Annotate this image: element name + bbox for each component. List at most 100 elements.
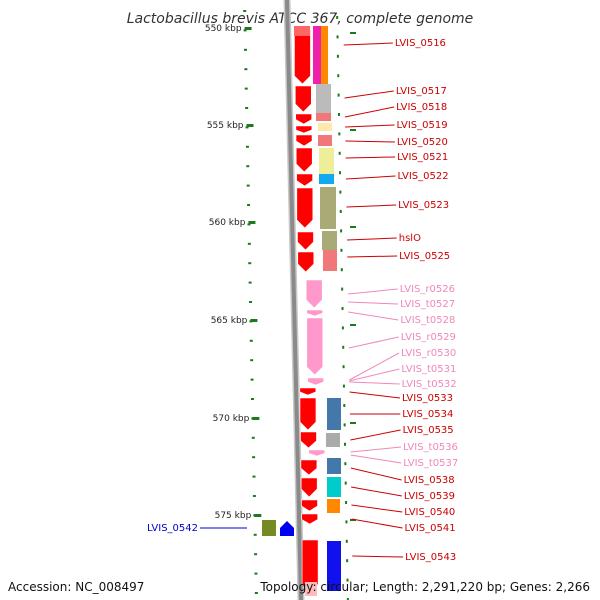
protein-gene-arrow[interactable] <box>297 231 314 251</box>
gene-label[interactable]: LVIS_t0537 <box>403 458 458 469</box>
gene-label[interactable]: LVIS_r0526 <box>400 284 455 295</box>
gene-label[interactable]: LVIS_0519 <box>397 120 448 131</box>
minor-tick <box>250 398 254 400</box>
protein-gene-arrow[interactable] <box>295 113 313 125</box>
minor-tick <box>346 578 349 582</box>
gene-label[interactable]: LVIS_0522 <box>398 171 449 182</box>
gene-label[interactable]: LVIS_t0531 <box>401 364 456 375</box>
gene-label[interactable]: LVIS_0520 <box>397 137 448 148</box>
callout-line <box>352 555 404 558</box>
cog-block <box>319 148 334 174</box>
gene-label[interactable]: LVIS_0539 <box>404 491 455 502</box>
gene-label[interactable]: LVIS_0523 <box>398 200 449 211</box>
protein-gene-arrow[interactable] <box>300 431 317 449</box>
gene-label[interactable]: LVIS_0543 <box>405 552 456 563</box>
protein-gene-arrow[interactable] <box>296 187 314 229</box>
protein-gene-arrow[interactable] <box>296 173 313 187</box>
minor-tick <box>343 423 346 427</box>
gene-label[interactable]: LVIS_0538 <box>404 475 455 486</box>
gene-callouts[interactable]: LVIS_0516 LVIS_0517 LVIS_0518 LVIS_0519 LVIS… <box>147 38 458 563</box>
callout-line <box>349 381 400 385</box>
minor-tick <box>249 301 253 303</box>
callout-line <box>345 156 396 159</box>
cog-block <box>327 541 341 591</box>
gene-label[interactable]: LVIS_t0536 <box>403 442 458 453</box>
rna-gene-arrow[interactable] <box>308 449 326 457</box>
protein-gene-arrow[interactable] <box>294 29 311 85</box>
left-gene-arrow[interactable] <box>280 521 294 536</box>
gene-highlight <box>294 26 310 36</box>
major-tick <box>254 514 262 517</box>
gene-label[interactable]: LVIS_0516 <box>395 38 446 49</box>
protein-gene-arrow[interactable] <box>294 85 312 113</box>
gene-label[interactable]: hslO <box>399 233 421 244</box>
gene-label[interactable]: LVIS_0517 <box>396 86 447 97</box>
cog-block <box>318 135 332 146</box>
gene-label[interactable]: LVIS_r0529 <box>401 332 456 343</box>
callout-line <box>344 106 395 118</box>
protein-gene-arrow[interactable] <box>295 147 313 173</box>
gene-label[interactable]: LVIS_t0532 <box>402 379 457 390</box>
minor-tick <box>251 436 255 439</box>
minor-tick <box>340 229 343 233</box>
gene-label[interactable]: LVIS_t0527 <box>400 299 455 310</box>
callout-line <box>345 140 395 143</box>
gene-label[interactable]: LVIS_0534 <box>402 409 453 420</box>
minor-tick <box>245 107 249 109</box>
minor-tick <box>339 171 342 175</box>
minor-tick <box>339 190 342 194</box>
minor-tick <box>250 359 254 362</box>
protein-gene-arrow[interactable] <box>300 477 318 498</box>
minor-tick <box>252 456 256 459</box>
minor-tick <box>342 365 345 369</box>
major-tick-right <box>350 324 356 326</box>
minor-tick <box>247 223 251 226</box>
minor-tick <box>248 281 252 284</box>
protein-gene-arrow[interactable] <box>301 499 318 512</box>
protein-gene-arrow[interactable] <box>295 134 313 147</box>
gene-label[interactable]: LVIS_0533 <box>402 393 453 404</box>
protein-gene-arrow[interactable] <box>297 251 315 273</box>
minor-tick <box>336 35 339 39</box>
minor-tick <box>342 384 345 388</box>
protein-gene-arrow[interactable] <box>301 513 319 525</box>
gene-label[interactable]: LVIS_0541 <box>405 523 456 534</box>
cog-block <box>327 477 341 497</box>
gene-label-left[interactable]: LVIS_0542 <box>147 523 198 534</box>
protein-gene-arrow[interactable] <box>299 387 317 396</box>
callout-line <box>346 237 397 241</box>
callout-line <box>348 311 399 321</box>
rna-gene-arrow[interactable] <box>305 279 323 309</box>
gene-track <box>294 26 326 596</box>
gene-label[interactable]: LVIS_0540 <box>404 507 455 518</box>
minor-tick <box>341 307 344 310</box>
rna-gene-arrow[interactable] <box>306 317 324 376</box>
minor-tick <box>345 520 348 524</box>
gene-label[interactable]: LVIS_t0528 <box>400 315 455 326</box>
rna-gene-arrow[interactable] <box>307 377 324 386</box>
minor-tick <box>338 132 341 136</box>
major-tick-right <box>350 519 356 521</box>
protein-gene-arrow[interactable] <box>295 125 313 134</box>
gene-label[interactable]: LVIS_0518 <box>396 102 447 113</box>
cog-block <box>327 458 341 474</box>
cog-block <box>323 250 337 271</box>
gene-label[interactable]: LVIS_r0530 <box>401 348 456 359</box>
protein-gene-arrow[interactable] <box>300 459 318 476</box>
minor-tick <box>341 326 344 330</box>
cog-block <box>327 398 341 430</box>
gene-label[interactable]: LVIS_0525 <box>399 251 450 262</box>
topology-text: Topology: circular; Length: 2,291,220 bp… <box>260 580 590 594</box>
minor-tick <box>346 559 349 563</box>
cog-block <box>321 26 328 84</box>
callout-line <box>348 301 399 305</box>
ruler-label: 555 kbp <box>207 121 244 131</box>
gene-label[interactable]: LVIS_0521 <box>397 152 448 163</box>
protein-gene-arrow[interactable] <box>299 397 317 431</box>
cog-block <box>313 26 322 84</box>
rna-gene-arrow[interactable] <box>306 309 323 317</box>
gene-label[interactable]: LVIS_0535 <box>403 425 454 436</box>
left-gene-block[interactable] <box>262 520 276 536</box>
minor-tick <box>249 339 253 342</box>
callout-line <box>350 467 402 481</box>
